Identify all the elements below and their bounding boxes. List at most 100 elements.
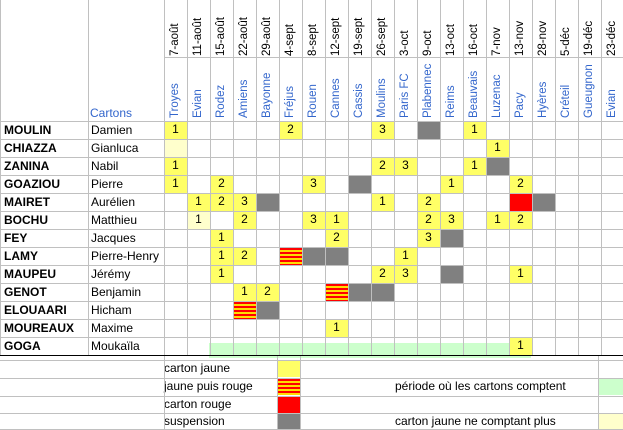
card-cell[interactable] [395, 248, 417, 265]
card-cell[interactable] [464, 122, 486, 139]
player-first-name: Benjamin [91, 285, 142, 299]
card-cell[interactable] [418, 122, 440, 139]
legend-not-counting-label: carton jaune ne comptant plus [395, 414, 556, 428]
card-cell[interactable] [418, 212, 440, 229]
gridline-v [394, 0, 395, 355]
card-cell[interactable] [326, 320, 348, 337]
opponent-header: Evian [606, 89, 618, 118]
gridline-v [463, 0, 464, 355]
card-count: 3 [310, 176, 317, 190]
card-cell[interactable] [234, 284, 256, 301]
card-cell[interactable] [326, 284, 348, 301]
legend-period-label: période où les cartons comptent [395, 379, 566, 393]
card-cell[interactable] [510, 266, 532, 283]
legend-suspension-label: suspension [164, 414, 225, 428]
card-cell[interactable] [188, 194, 210, 211]
card-cell[interactable] [441, 266, 463, 283]
gridline-h [0, 396, 623, 397]
card-cell[interactable] [165, 158, 187, 175]
card-cell[interactable] [165, 176, 187, 193]
card-cell[interactable] [487, 140, 509, 157]
card-cell[interactable] [211, 230, 233, 247]
card-cell[interactable] [211, 194, 233, 211]
player-first-name: Jacques [91, 231, 136, 245]
card-cell[interactable] [211, 176, 233, 193]
date-header: 15-août [215, 16, 227, 56]
card-cell[interactable] [165, 140, 187, 157]
card-cell[interactable] [349, 176, 371, 193]
card-cell[interactable] [372, 158, 394, 175]
card-cell[interactable] [372, 266, 394, 283]
date-header: 4-sept [284, 24, 296, 56]
card-cell[interactable] [441, 176, 463, 193]
card-cell[interactable] [257, 302, 279, 319]
card-cell[interactable] [349, 284, 371, 301]
player-last-name: GOGA [4, 339, 41, 353]
card-cell[interactable] [280, 248, 302, 265]
cartons-label: Cartons [90, 106, 133, 120]
card-cell[interactable] [303, 176, 325, 193]
opponent-header: Amiens [238, 79, 250, 118]
gridline-v [417, 0, 418, 355]
card-cell[interactable] [487, 212, 509, 229]
card-cell[interactable] [211, 248, 233, 265]
opponent-header: Moulins [376, 78, 388, 118]
card-cell[interactable] [326, 230, 348, 247]
card-count: 3 [310, 212, 317, 226]
card-cell[interactable] [234, 194, 256, 211]
card-cell[interactable] [441, 230, 463, 247]
player-last-name: BOCHU [4, 213, 48, 227]
card-count: 1 [218, 248, 225, 262]
card-cell[interactable] [533, 194, 555, 211]
card-cell[interactable] [326, 212, 348, 229]
card-count: 3 [241, 194, 248, 208]
card-cell[interactable] [257, 284, 279, 301]
card-count: 2 [264, 284, 271, 298]
card-cell[interactable] [510, 176, 532, 193]
card-cell[interactable] [464, 158, 486, 175]
date-header: 9-oct [422, 30, 434, 56]
player-first-name: Nabil [91, 159, 119, 173]
gridline-h [0, 360, 623, 361]
card-cell[interactable] [510, 212, 532, 229]
card-cell[interactable] [510, 194, 532, 211]
card-cell[interactable] [326, 248, 348, 265]
player-last-name: ELOUAARI [4, 303, 67, 317]
opponent-header: Troyes [169, 83, 181, 118]
date-header: 13-oct [445, 24, 457, 56]
card-cell[interactable] [487, 158, 509, 175]
player-last-name: CHIAZZA [4, 141, 57, 155]
card-cell[interactable] [395, 158, 417, 175]
player-first-name: Damien [91, 123, 133, 137]
card-cell[interactable] [372, 284, 394, 301]
opponent-header: Créteil [560, 84, 572, 118]
card-count: 1 [471, 158, 478, 172]
legend-not-counting-swatch [598, 414, 623, 429]
card-cell[interactable] [165, 122, 187, 139]
card-cell[interactable] [395, 266, 417, 283]
card-count: 1 [218, 266, 225, 280]
card-cell[interactable] [234, 302, 256, 319]
card-cell[interactable] [441, 212, 463, 229]
card-cell[interactable] [234, 212, 256, 229]
card-cell[interactable] [372, 122, 394, 139]
date-header: 8-sept [307, 24, 319, 56]
card-cell[interactable] [303, 248, 325, 265]
card-cell[interactable] [510, 338, 532, 355]
card-count: 2 [333, 230, 340, 244]
gridline-v [371, 0, 372, 355]
card-cell[interactable] [188, 212, 210, 229]
card-cell[interactable] [234, 248, 256, 265]
card-cell[interactable] [257, 194, 279, 211]
card-cell[interactable] [303, 212, 325, 229]
table-border [0, 355, 623, 356]
gridline-v [233, 0, 234, 355]
gridline-h [0, 247, 623, 248]
card-cell[interactable] [418, 194, 440, 211]
gridline-h [0, 193, 623, 194]
card-cell[interactable] [280, 122, 302, 139]
card-cell[interactable] [372, 194, 394, 211]
card-cell[interactable] [211, 266, 233, 283]
card-cell[interactable] [418, 230, 440, 247]
